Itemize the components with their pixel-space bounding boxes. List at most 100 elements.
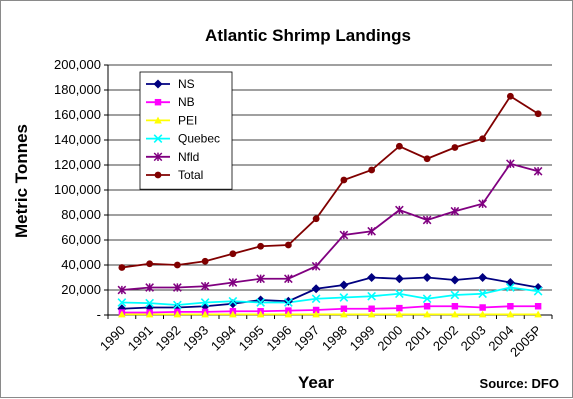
- data-point-total: [368, 166, 376, 174]
- y-axis-label: Metric Tonnes: [12, 124, 31, 238]
- data-point-ns: [422, 272, 432, 283]
- series-line-total: [121, 95, 539, 269]
- y-tick-label: 80,000: [61, 207, 101, 222]
- data-point-pei: [395, 310, 404, 318]
- data-point-nfld: [450, 206, 460, 216]
- data-point-pei: [340, 310, 348, 318]
- data-point-ns: [339, 280, 349, 290]
- chart-title: Atlantic Shrimp Landings: [205, 26, 411, 45]
- data-point-nfld: [478, 199, 487, 209]
- data-point-total: [229, 250, 237, 258]
- legend-label-ns: NS: [178, 77, 195, 91]
- y-tick-label: 60,000: [61, 232, 101, 247]
- y-tick-label: 160,000: [54, 107, 101, 122]
- data-point-pei: [312, 310, 320, 318]
- x-tick-label: 2003: [458, 323, 489, 354]
- data-point-total: [506, 92, 514, 100]
- data-point-pei: [284, 310, 293, 318]
- data-point-nb: [507, 303, 514, 310]
- legend-marker-nb: [154, 98, 162, 106]
- data-point-nb: [312, 306, 320, 314]
- legend-marker-ns: [153, 79, 163, 89]
- data-point-quebec: [173, 300, 182, 310]
- data-point-nfld: [533, 166, 543, 176]
- data-point-quebec: [284, 298, 293, 307]
- data-point-nfld: [145, 283, 154, 292]
- data-point-ns: [450, 275, 460, 285]
- y-tick-label: -: [97, 307, 101, 322]
- x-tick-label: 1999: [347, 323, 378, 354]
- data-point-nb: [423, 303, 431, 310]
- legend-label-nfld: Nfld: [178, 150, 199, 164]
- data-point-ns: [256, 295, 266, 305]
- series-line-quebec: [121, 286, 539, 306]
- legend-box: [139, 71, 233, 190]
- legend: NS NB PEI Quebec Nfld Total: [139, 71, 233, 190]
- data-point-quebec: [339, 293, 349, 302]
- data-point-total: [146, 260, 154, 268]
- y-tick-label: 180,000: [54, 82, 101, 97]
- data-point-pei: [367, 310, 376, 318]
- data-point-nfld: [339, 230, 349, 240]
- data-point-quebec: [533, 286, 543, 296]
- data-point-pei: [506, 310, 515, 318]
- x-tick-label: 1996: [263, 323, 294, 354]
- data-point-ns: [478, 272, 488, 283]
- data-point-total: [257, 242, 265, 250]
- x-tick-label: 1994: [208, 323, 239, 354]
- data-point-pei: [173, 310, 182, 318]
- x-tick-label: 1992: [152, 323, 183, 354]
- x-tick-label: 2002: [430, 323, 461, 354]
- data-point-total: [284, 241, 292, 249]
- data-point-total: [534, 110, 542, 118]
- series-line-nb: [121, 305, 539, 314]
- legend-label-nb: NB: [178, 95, 195, 109]
- data-point-quebec: [228, 296, 238, 306]
- data-point-total: [423, 155, 431, 163]
- data-point-quebec: [422, 294, 432, 304]
- data-point-nb: [368, 305, 375, 312]
- y-tick-label: 140,000: [54, 132, 101, 147]
- y-tick-label: 40,000: [61, 257, 101, 272]
- series-markers: [117, 92, 543, 318]
- data-point-nfld: [256, 274, 265, 284]
- y-tick-label: 100,000: [54, 182, 101, 197]
- legend-marker-total: [154, 171, 162, 179]
- data-point-pei: [534, 310, 542, 318]
- data-point-nfld: [395, 205, 404, 215]
- data-point-nfld: [200, 281, 210, 291]
- x-tick-labels: 1990199119921993199419951996199719981999…: [97, 323, 544, 360]
- data-point-pei: [423, 310, 431, 318]
- legend-marker-pei: [154, 116, 162, 124]
- data-point-nfld: [284, 274, 293, 284]
- data-point-quebec: [478, 289, 487, 299]
- data-point-total: [173, 261, 181, 269]
- y-tick-label: 200,000: [54, 57, 101, 72]
- data-point-pei: [118, 310, 126, 318]
- data-point-quebec: [200, 298, 210, 307]
- data-point-ns: [283, 296, 293, 306]
- x-tick-label: 1998: [319, 323, 350, 354]
- data-point-pei: [478, 310, 487, 318]
- series-line-ns: [121, 276, 539, 310]
- data-point-nb: [396, 304, 403, 312]
- data-point-nfld: [311, 261, 321, 271]
- x-tick-label: 1995: [236, 323, 267, 354]
- data-point-total: [340, 176, 348, 184]
- y-tick-labels: - 20,000 40,000 60,000 80,000 100,000 120,000 1…: [54, 57, 101, 322]
- data-point-quebec: [311, 294, 321, 304]
- data-point-total: [395, 142, 403, 150]
- data-point-quebec: [145, 298, 154, 308]
- data-point-nb: [340, 305, 348, 312]
- data-point-pei: [229, 310, 237, 318]
- data-point-nfld: [422, 215, 432, 225]
- data-point-nfld: [367, 226, 376, 236]
- data-point-quebec: [450, 290, 460, 300]
- data-point-pei: [256, 310, 265, 318]
- data-point-total: [479, 135, 487, 143]
- data-point-ns: [394, 274, 404, 284]
- legend-label-pei: PEI: [178, 113, 197, 127]
- data-point-pei: [451, 310, 459, 318]
